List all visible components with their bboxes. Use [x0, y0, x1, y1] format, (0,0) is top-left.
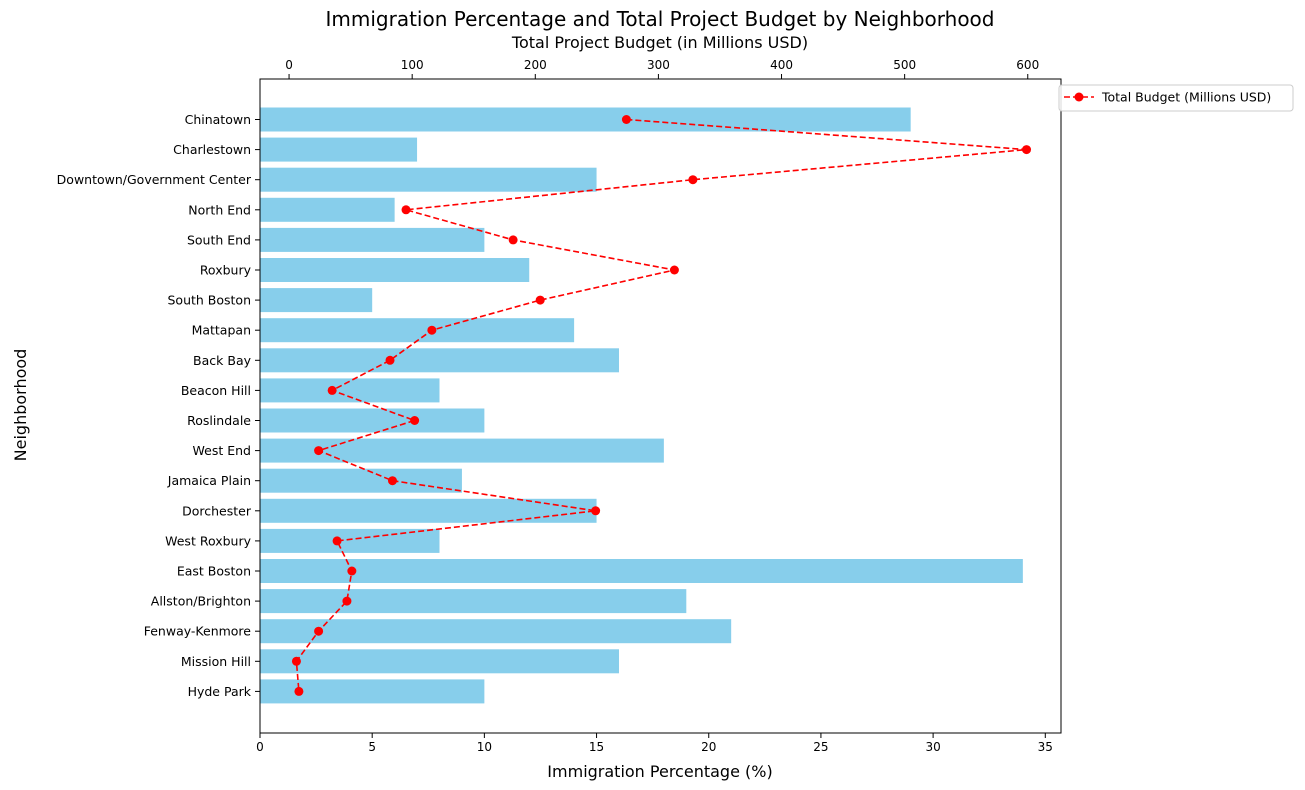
- budget-point-0: [621, 115, 631, 124]
- y-tick-label-6: South Boston: [167, 293, 251, 308]
- budget-point-13: [591, 506, 601, 516]
- bar-1: [260, 137, 418, 162]
- budget-point-6: [535, 295, 545, 305]
- x-tick-label-3: 15: [589, 740, 604, 754]
- x2-tick-label-0: 0: [285, 58, 293, 72]
- y-tick-label-1: Charlestown: [173, 142, 251, 157]
- bar-11: [260, 438, 664, 463]
- y-tick-label-7: Mattapan: [192, 323, 251, 338]
- budget-point-17: [314, 626, 324, 636]
- budget-point-15: [347, 566, 357, 576]
- y-tick-label-15: East Boston: [177, 564, 251, 579]
- y-tick-label-13: Dorchester: [182, 503, 252, 518]
- bar-12: [260, 468, 462, 493]
- bar-17: [260, 619, 732, 644]
- y-axis-label: Neighborhood: [11, 349, 30, 462]
- bar-18: [260, 649, 619, 674]
- bar-0: [260, 107, 911, 132]
- budget-point-16: [342, 596, 352, 606]
- bar-5: [260, 258, 530, 282]
- x-tick-label-2: 10: [477, 740, 492, 754]
- x2-tick-label-1: 100: [401, 58, 424, 72]
- x2-axis-label: Total Project Budget (in Millions USD): [511, 33, 808, 52]
- x2-tick-label-5: 500: [893, 58, 916, 72]
- bar-2: [260, 167, 597, 192]
- x-tick-label-7: 35: [1038, 740, 1053, 754]
- budget-point-12: [387, 476, 397, 486]
- bar-10: [260, 408, 485, 433]
- bar-4: [260, 227, 485, 252]
- budget-point-5: [669, 265, 679, 275]
- y-tick-label-14: West Roxbury: [165, 533, 251, 548]
- y-tick-label-0: Chinatown: [185, 112, 251, 127]
- legend-label: Total Budget (Millions USD): [1101, 90, 1271, 105]
- bar-19: [260, 679, 485, 704]
- x-tick-label-5: 25: [813, 740, 828, 754]
- x2-tick-label-3: 300: [647, 58, 670, 72]
- budget-point-18: [291, 656, 301, 666]
- budget-point-2: [688, 175, 698, 185]
- budget-point-11: [314, 446, 324, 456]
- y-tick-label-5: Roxbury: [200, 263, 252, 278]
- x-tick-label-4: 20: [701, 740, 716, 754]
- x2-tick-label-6: 600: [1016, 58, 1039, 72]
- bar-15: [260, 559, 1023, 583]
- x-tick-label-6: 30: [925, 740, 940, 754]
- y-tick-label-12: Jamaica Plain: [167, 473, 251, 488]
- chart-title: Immigration Percentage and Total Project…: [326, 7, 995, 31]
- budget-point-8: [385, 355, 395, 365]
- budget-point-3: [401, 205, 411, 215]
- budget-point-9: [327, 385, 337, 395]
- budget-point-14: [332, 536, 342, 546]
- y-tick-label-2: Downtown/Government Center: [57, 172, 252, 187]
- y-tick-label-11: West End: [193, 443, 251, 458]
- y-tick-label-8: Back Bay: [193, 353, 252, 368]
- x-tick-label-0: 0: [256, 740, 264, 754]
- legend-marker-swatch: [1074, 92, 1084, 102]
- y-tick-label-17: Fenway-Kenmore: [144, 624, 252, 639]
- y-tick-label-19: Hyde Park: [188, 684, 252, 699]
- y-tick-label-10: Roslindale: [187, 413, 251, 428]
- y-tick-label-18: Mission Hill: [181, 654, 251, 669]
- y-tick-label-3: North End: [188, 202, 251, 217]
- bar-8: [260, 348, 619, 373]
- bar-16: [260, 589, 687, 614]
- legend-box: [1058, 84, 1294, 112]
- plot-frame: [259, 78, 1062, 734]
- bar-7: [260, 318, 575, 343]
- x-axis-label: Immigration Percentage (%): [547, 762, 772, 781]
- budget-line: [295, 118, 1027, 692]
- x-tick-label-1: 5: [368, 740, 376, 754]
- bar-3: [260, 197, 395, 222]
- y-tick-label-16: Allston/Brighton: [151, 594, 251, 609]
- x2-tick-label-4: 400: [770, 58, 793, 72]
- x2-tick-label-2: 200: [524, 58, 547, 72]
- bar-13: [260, 498, 597, 523]
- bar-6: [260, 288, 373, 313]
- bar-9: [260, 378, 440, 403]
- y-tick-label-9: Beacon Hill: [181, 383, 251, 398]
- budget-point-19: [294, 686, 304, 696]
- budget-point-7: [427, 325, 437, 335]
- budget-point-1: [1022, 145, 1032, 155]
- budget-point-10: [410, 416, 420, 425]
- y-tick-label-4: South End: [187, 232, 251, 247]
- budget-point-4: [508, 235, 518, 245]
